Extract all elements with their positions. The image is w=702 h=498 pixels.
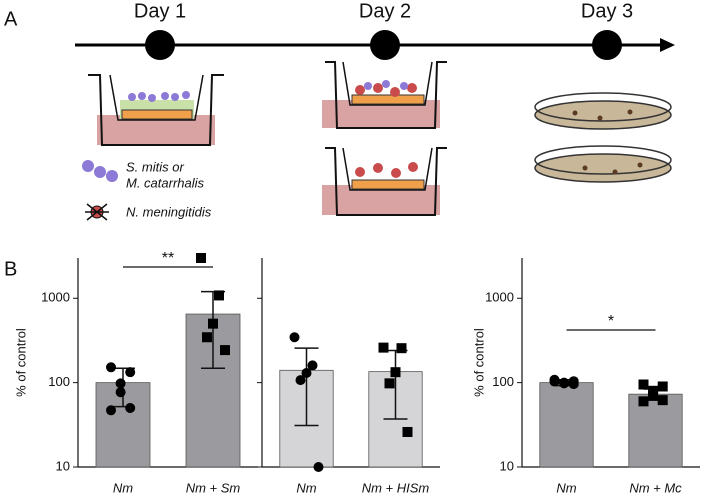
panel-label: A bbox=[4, 8, 18, 30]
data-point bbox=[384, 378, 395, 389]
data-point bbox=[106, 362, 116, 373]
data-point bbox=[638, 379, 649, 390]
data-point bbox=[402, 426, 413, 437]
legend-label: M. catarrhalis bbox=[126, 175, 205, 190]
data-point bbox=[648, 390, 659, 401]
x-tick-label: Nm + Sm bbox=[186, 480, 241, 495]
legend-icons bbox=[82, 160, 118, 221]
bar bbox=[628, 393, 683, 468]
y-tick-label: 10 bbox=[500, 458, 514, 473]
data-point bbox=[214, 290, 224, 301]
data-point bbox=[568, 379, 579, 390]
y-axis-label: % of control bbox=[471, 328, 486, 397]
data-point bbox=[638, 396, 649, 407]
error-bar bbox=[294, 347, 319, 427]
transwell-day1 bbox=[88, 74, 224, 146]
data-point bbox=[396, 343, 407, 354]
legend-label: S. mitis or bbox=[126, 159, 184, 174]
data-point bbox=[301, 368, 312, 379]
y-axis-label: % of control bbox=[13, 328, 28, 397]
transwell-day2-b bbox=[322, 147, 447, 216]
data-point bbox=[106, 405, 116, 416]
data-point bbox=[390, 367, 401, 378]
x-tick-label: Nm bbox=[296, 480, 316, 495]
data-point bbox=[559, 378, 570, 389]
y-tick-label: 1000 bbox=[41, 290, 70, 305]
x-tick-label: Nm + HISm bbox=[362, 480, 430, 495]
day-label: Day 3 bbox=[581, 0, 633, 22]
data-point bbox=[657, 381, 668, 392]
data-point bbox=[378, 342, 389, 353]
data-point bbox=[549, 376, 560, 387]
panel-label: B bbox=[4, 258, 17, 280]
y-tick-label: 10 bbox=[56, 458, 70, 473]
significance-label: * bbox=[608, 313, 614, 330]
data-point bbox=[202, 332, 212, 343]
x-tick-label: Nm + Mc bbox=[629, 480, 682, 495]
data-point bbox=[115, 387, 126, 398]
data-point bbox=[125, 403, 136, 414]
x-tick-label: Nm bbox=[113, 480, 133, 495]
data-point bbox=[196, 253, 206, 263]
data-point bbox=[115, 378, 126, 389]
bar bbox=[539, 382, 594, 468]
y-tick-label: 100 bbox=[48, 374, 70, 389]
y-tick-label: 100 bbox=[492, 374, 514, 389]
data-point bbox=[657, 395, 668, 406]
data-point bbox=[307, 360, 318, 371]
y-tick-label: 1000 bbox=[485, 290, 514, 305]
transwell-day2-a bbox=[322, 61, 447, 129]
data-point bbox=[313, 462, 324, 472]
x-tick-label: Nm bbox=[556, 480, 576, 495]
timeline bbox=[75, 30, 675, 60]
data-point bbox=[208, 318, 218, 329]
day-label: Day 2 bbox=[359, 0, 411, 22]
legend-label: N. meningitidis bbox=[126, 204, 212, 219]
petri-dishes bbox=[534, 92, 672, 183]
data-point bbox=[289, 332, 300, 343]
day-label: Day 1 bbox=[134, 0, 186, 22]
data-point bbox=[220, 345, 230, 356]
data-point bbox=[295, 375, 306, 386]
data-point bbox=[125, 367, 136, 378]
significance-label: ** bbox=[162, 250, 174, 267]
